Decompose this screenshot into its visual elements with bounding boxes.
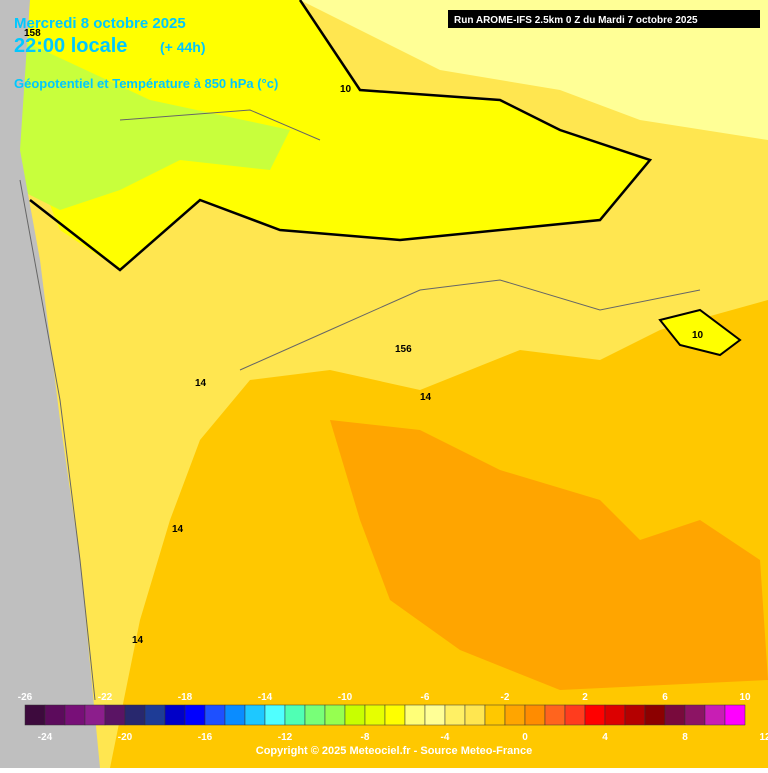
zone-green (0, 30, 290, 210)
zone-cool (0, 0, 768, 140)
legend-label: -4 (441, 732, 450, 743)
legend-swatch (184, 704, 206, 726)
legend-label: 6 (662, 692, 668, 703)
legend-label: -6 (421, 692, 430, 703)
contour-label: 158 (24, 28, 41, 39)
legend-label: 10 (739, 692, 751, 703)
legend-swatch (204, 704, 226, 726)
legend-swatch (144, 704, 166, 726)
legend-label: 4 (602, 732, 608, 743)
legend-label: -12 (278, 732, 293, 743)
copyright: Copyright © 2025 Meteociel.fr - Source M… (256, 745, 532, 757)
legend-swatch (64, 704, 86, 726)
legend-swatch (584, 704, 606, 726)
legend-label: 12 (759, 732, 768, 743)
legend-swatch (304, 704, 326, 726)
legend-swatch (344, 704, 366, 726)
time: 22:00 locale (14, 35, 127, 57)
legend-swatch (164, 704, 186, 726)
contour-label: 14 (195, 378, 207, 389)
legend-swatch (24, 704, 46, 726)
legend-label: -18 (178, 692, 193, 703)
zone-10 (0, 0, 650, 270)
legend-swatch (84, 704, 106, 726)
legend-swatch (704, 704, 726, 726)
legend-swatch (284, 704, 306, 726)
contour-label: 14 (172, 524, 184, 535)
legend-swatch (604, 704, 626, 726)
legend-label: -2 (501, 692, 510, 703)
legend-swatch (524, 704, 546, 726)
legend-swatch (264, 704, 286, 726)
run: Run AROME-IFS 2.5km 0 Z du Mardi 7 octob… (454, 15, 698, 26)
legend-swatch (564, 704, 586, 726)
legend-label: -24 (38, 732, 53, 743)
contour-label: 10 (692, 330, 704, 341)
legend-swatch (664, 704, 686, 726)
legend-swatch (724, 704, 746, 726)
legend-label: -10 (338, 692, 353, 703)
legend-label: -8 (361, 732, 370, 743)
legend-swatch (464, 704, 486, 726)
legend-swatch (404, 704, 426, 726)
legend-swatch (624, 704, 646, 726)
legend-swatch (684, 704, 706, 726)
legend-label: 2 (582, 692, 588, 703)
legend-swatch (504, 704, 526, 726)
legend-swatch (104, 704, 126, 726)
legend-label: -20 (118, 732, 133, 743)
legend-swatch (324, 704, 346, 726)
legend-swatch (44, 704, 66, 726)
legend-swatch (384, 704, 406, 726)
legend-swatch (244, 704, 266, 726)
legend: -26-22-18-14-10-6-226101418222630343842-… (18, 692, 768, 743)
legend-label: -26 (18, 692, 33, 703)
contour-label: 14 (132, 635, 144, 646)
contour-label: 156 (395, 344, 412, 355)
legend-label: -16 (198, 732, 213, 743)
date: Mercredi 8 octobre 2025 (14, 15, 186, 32)
ocean-nodata (0, 0, 100, 768)
zone-10b (658, 308, 742, 357)
legend-label: 8 (682, 732, 688, 743)
contour-label: 14 (420, 392, 432, 403)
legend-swatch (544, 704, 566, 726)
field: Géopotentiel et Température à 850 hPa (°… (14, 76, 278, 91)
legend-swatch (484, 704, 506, 726)
legend-label: -22 (98, 692, 113, 703)
contour-10 (29, 0, 653, 272)
legend-swatch (364, 704, 386, 726)
legend-label: 0 (522, 732, 528, 743)
borders (19, 109, 701, 701)
legend-swatch (644, 704, 666, 726)
legend-swatch (424, 704, 446, 726)
legend-swatch (124, 704, 146, 726)
legend-swatch (224, 704, 246, 726)
run-box (448, 10, 760, 28)
legend-swatch (444, 704, 466, 726)
lead: (+ 44h) (160, 39, 206, 55)
contour-label: 10 (340, 84, 352, 95)
legend-label: -14 (258, 692, 273, 703)
zone-18 (330, 420, 768, 690)
